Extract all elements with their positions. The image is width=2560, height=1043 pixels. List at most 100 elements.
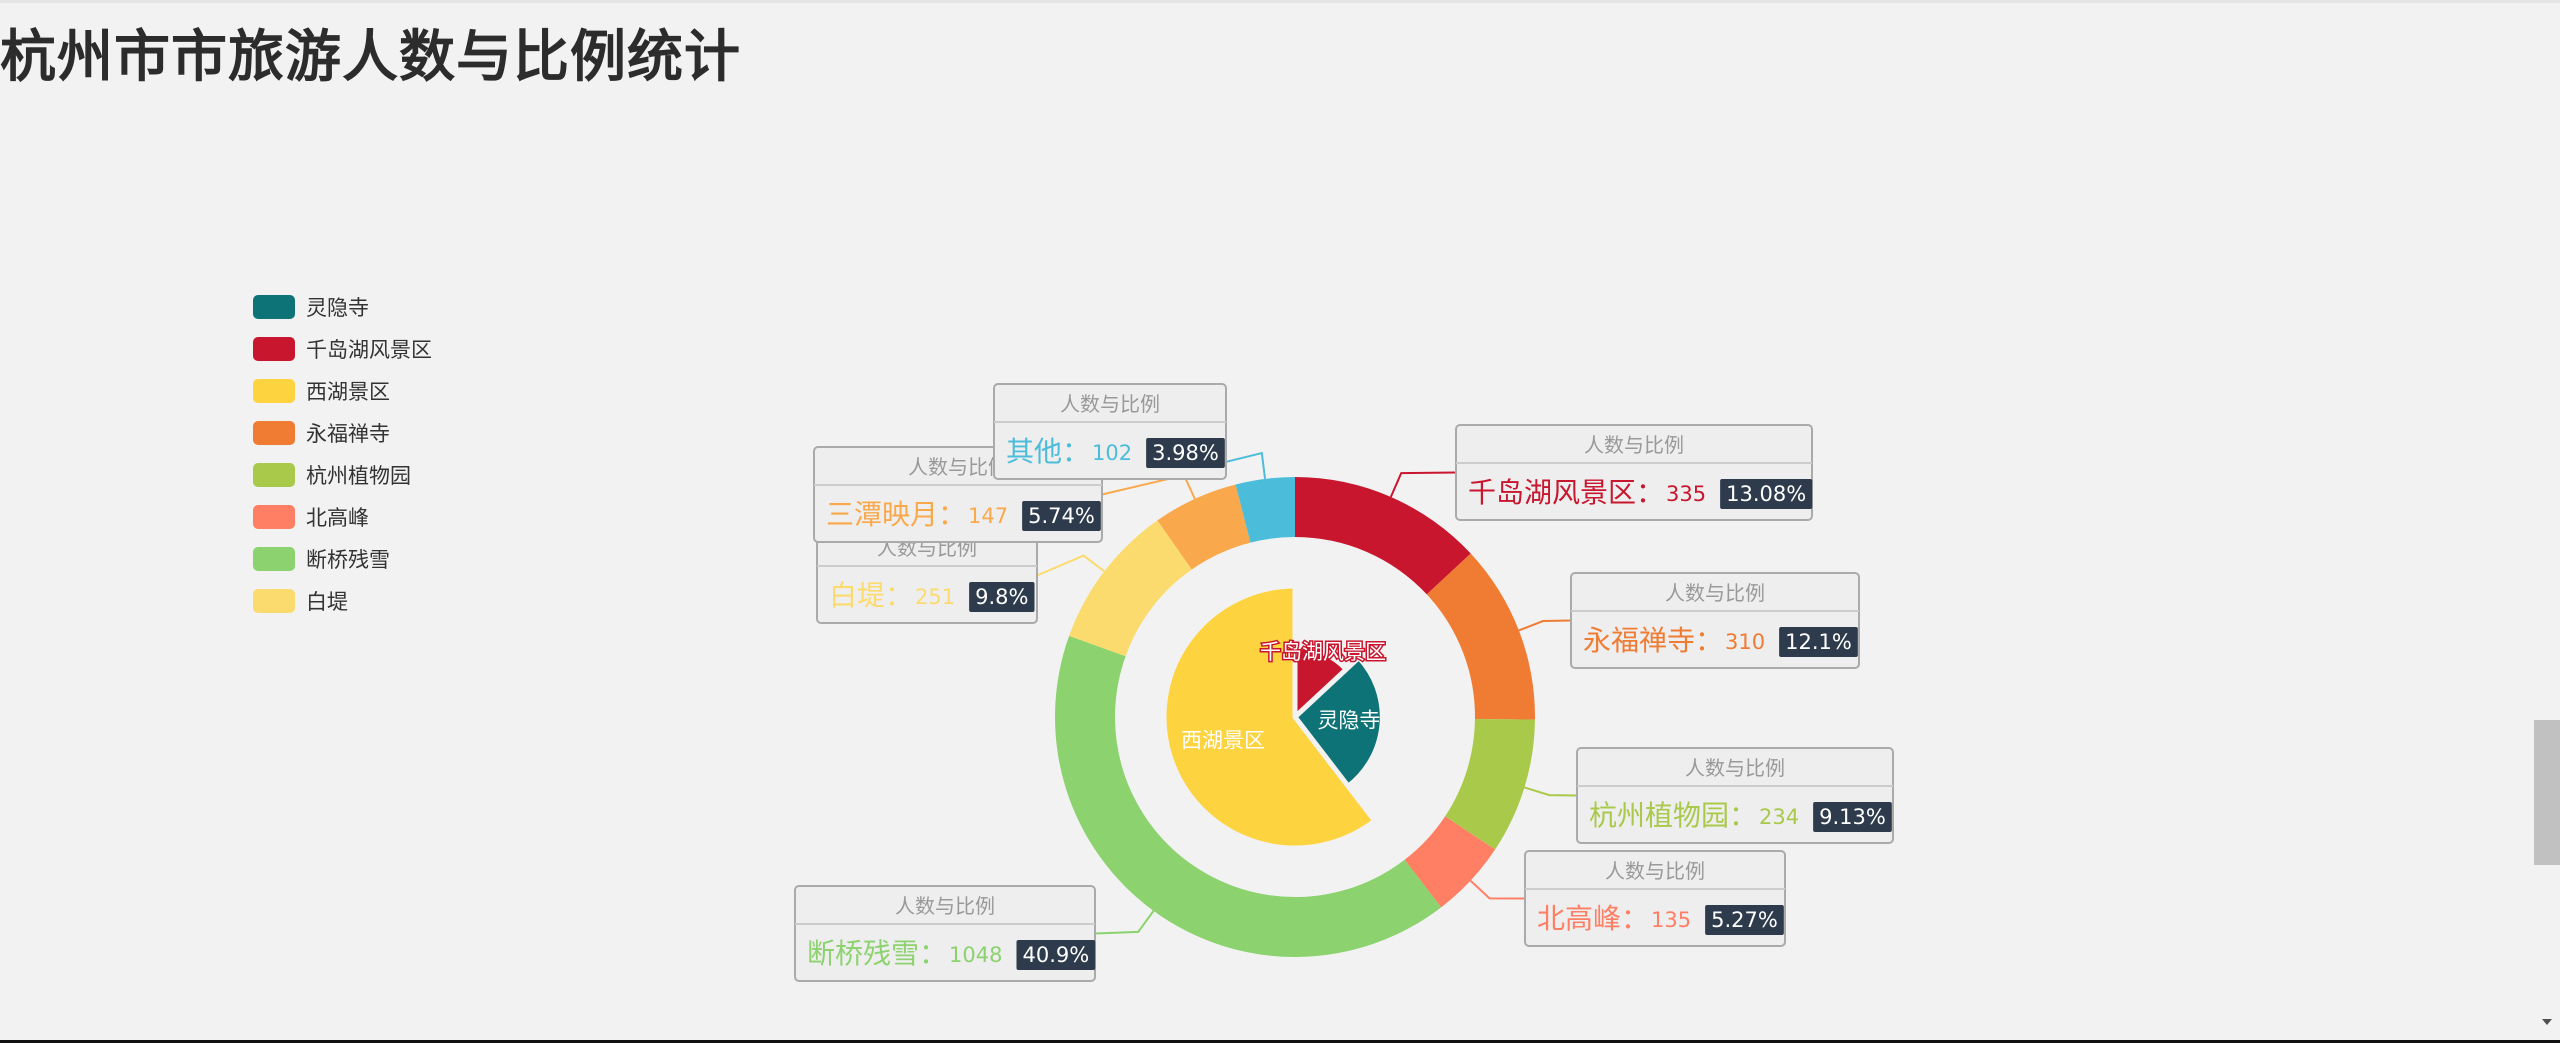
legend-label: 杭州植物园	[306, 464, 411, 488]
inner-slice	[1161, 583, 1379, 851]
tooltip-colon: ：	[885, 579, 913, 612]
tooltip-colon: ：	[1062, 435, 1090, 468]
tooltip-percent: 12.1%	[1785, 630, 1852, 654]
outer-slice	[1404, 816, 1496, 908]
outer-slice	[1235, 477, 1295, 543]
tooltip-percent: 9.13%	[1819, 805, 1886, 829]
legend-item[interactable]: 杭州植物园	[253, 454, 432, 496]
tooltip-header: 人数与比例	[1665, 581, 1765, 605]
scroll-down-arrow-icon[interactable]	[2542, 1019, 2552, 1025]
tooltip-header: 人数与比例	[1605, 859, 1705, 883]
tooltip-percent-badge	[1016, 940, 1096, 970]
legend-label: 断桥残雪	[306, 548, 390, 572]
tooltip-colon: ：	[1695, 624, 1723, 657]
tooltip-colon: ：	[919, 937, 947, 970]
legend-label: 灵隐寺	[306, 296, 369, 320]
tooltip-header: 人数与比例	[895, 894, 995, 918]
tooltip-value: 147	[968, 504, 1008, 528]
tooltip-percent-badge	[969, 582, 1035, 612]
leader-line	[1036, 554, 1105, 577]
leader-line	[1469, 879, 1526, 900]
outer-slice	[1426, 553, 1535, 720]
legend-swatch	[253, 463, 295, 487]
tooltip-header: 人数与比例	[1685, 756, 1785, 780]
tooltip-percent: 5.74%	[1028, 504, 1095, 528]
tooltip-name: 三潭映月	[826, 498, 938, 531]
legend-item[interactable]: 灵隐寺	[253, 286, 432, 328]
legend-swatch	[253, 379, 295, 403]
legend-swatch	[253, 295, 295, 319]
tooltip-colon: ：	[1621, 902, 1649, 935]
tooltip-name: 断桥残雪	[807, 937, 919, 970]
tooltip-colon: ：	[1636, 476, 1664, 509]
tooltip-value: 1048	[949, 943, 1002, 967]
outer-slice	[1069, 520, 1192, 657]
tooltip-value: 135	[1651, 908, 1691, 932]
tooltip-value: 310	[1725, 630, 1765, 654]
legend-item[interactable]: 断桥残雪	[253, 538, 432, 580]
bottom-edge-strip	[0, 1040, 2560, 1043]
tooltip-value: 102	[1092, 441, 1132, 465]
tooltip-percent-badge	[1705, 905, 1784, 935]
leader-line	[1389, 471, 1457, 498]
chart-legend: 灵隐寺千岛湖风景区 西湖景区永福禅寺杭州植物园北高峰断桥残雪白堤	[253, 286, 432, 622]
legend-item[interactable]: 永福禅寺	[253, 412, 432, 454]
legend-item[interactable]: 千岛湖风景区	[253, 328, 432, 370]
scrollbar-thumb[interactable]	[2534, 720, 2560, 865]
tooltip-percent: 3.98%	[1152, 441, 1219, 465]
tooltip-percent: 40.9%	[1022, 943, 1089, 967]
inner-slice-label: 西湖景区	[1181, 728, 1265, 752]
outer-slice	[1445, 718, 1535, 850]
tooltip-header: 人数与比例	[1060, 392, 1160, 416]
tooltip-header: 人数与比例	[908, 455, 1008, 479]
page-title: 杭州市市旅游人数与比例统计	[0, 25, 741, 90]
tooltip-percent-badge	[1720, 479, 1813, 509]
legend-swatch	[253, 505, 295, 529]
tooltip-header: 人数与比例	[1584, 433, 1684, 457]
tooltip-percent: 13.08%	[1726, 482, 1806, 506]
tooltip-name: 其他	[1006, 435, 1062, 468]
legend-swatch	[253, 547, 295, 571]
tooltip-name: 永福禅寺	[1583, 624, 1695, 657]
legend-swatch	[253, 589, 295, 613]
tooltip-value: 251	[915, 585, 955, 609]
inner-slice	[1291, 654, 1385, 790]
outer-slice	[1295, 477, 1471, 595]
outer-slice	[1157, 484, 1251, 570]
legend-label: 北高峰	[306, 506, 369, 530]
outer-slice	[1054, 635, 1442, 958]
legend-label: 千岛湖风景区	[306, 338, 432, 362]
tooltip-percent-badge	[1022, 501, 1101, 531]
tooltip-name: 杭州植物园	[1589, 799, 1729, 832]
tooltip-colon: ：	[1729, 799, 1757, 832]
leader-line	[1518, 619, 1572, 632]
tooltip-value: 335	[1666, 482, 1706, 506]
legend-label: 白堤	[306, 590, 348, 614]
legend-swatch	[253, 337, 295, 361]
tooltip-percent: 9.8%	[975, 585, 1028, 609]
legend-swatch	[253, 421, 295, 445]
top-edge-strip	[0, 0, 2560, 3]
tooltip-name: 白堤	[829, 579, 885, 612]
tooltip-percent-badge	[1813, 802, 1892, 832]
tooltip-name: 千岛湖风景区	[1468, 476, 1636, 509]
legend-label: 西湖景区	[306, 380, 390, 404]
tooltip-name: 北高峰	[1537, 902, 1621, 935]
tooltip-percent-badge	[1146, 438, 1225, 468]
legend-item[interactable]: 北高峰	[253, 496, 432, 538]
legend-item[interactable]: 白堤	[253, 580, 432, 622]
legend-item[interactable]: 西湖景区	[253, 370, 432, 412]
leader-line	[1094, 910, 1155, 935]
leader-line	[1524, 786, 1578, 797]
tooltip-value: 234	[1759, 805, 1799, 829]
tooltip-percent-badge	[1779, 627, 1858, 657]
tooltip-percent: 5.27%	[1711, 908, 1778, 932]
inner-slice-label: 千岛湖风景区	[1260, 640, 1386, 664]
vertical-scrollbar[interactable]	[2534, 0, 2560, 1040]
